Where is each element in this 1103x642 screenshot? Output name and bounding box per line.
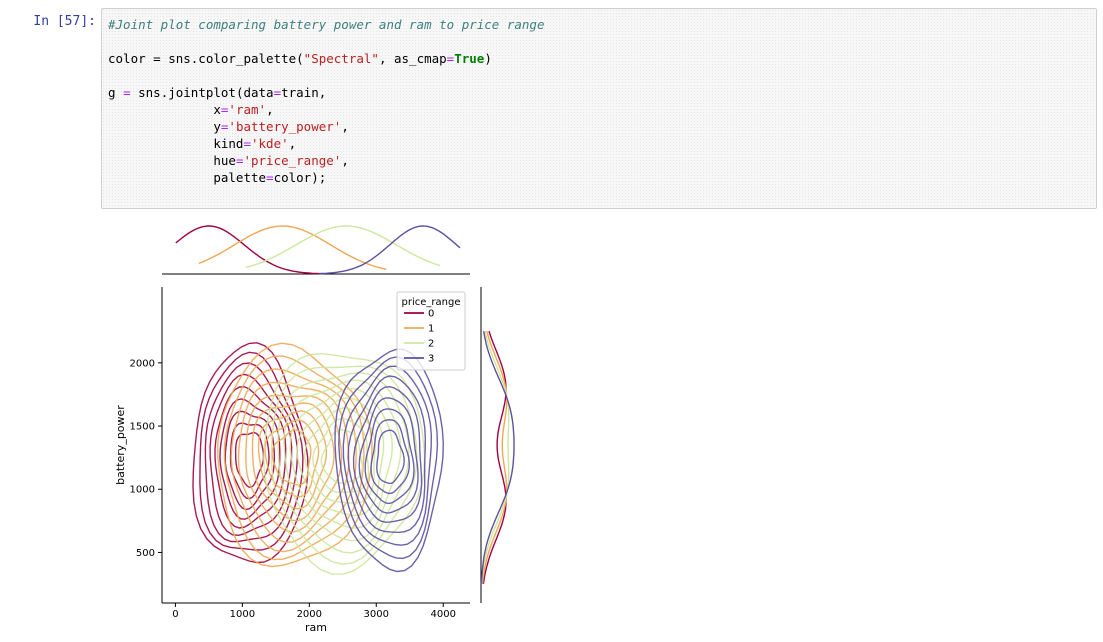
kde-contour-level [219, 398, 281, 520]
kde-contour-level [283, 379, 402, 542]
kde-contour-level [257, 410, 328, 510]
kde-contour-level [264, 419, 320, 498]
right-marginal-curve [481, 331, 508, 585]
right-marginal-curve [481, 331, 510, 585]
kde-contour-level [271, 429, 312, 486]
kde-contour-level [204, 362, 299, 543]
y-tick-label: 1000 [130, 485, 155, 496]
code-line-palette: color = sns.color_palette("Spectral", as… [108, 51, 492, 66]
kde-contour-level [352, 385, 423, 523]
legend-label: 0 [428, 309, 434, 320]
legend-box [396, 291, 466, 371]
top-marginal-curve [245, 225, 441, 269]
top-marginal-curve [319, 225, 461, 275]
axis-ticks: 0 1000 2000 3000 4000 500 1000 1500 2000 [130, 358, 456, 620]
kde-contour-level [370, 419, 411, 495]
kde-contour-level [192, 342, 309, 564]
legend-label: 2 [428, 339, 434, 350]
top-marginal-curve [198, 225, 387, 270]
x-tick-label: 0 [172, 609, 178, 620]
kde-contour-level [320, 428, 364, 484]
y-tick-label: 2000 [130, 358, 155, 369]
right-marginal-curve [482, 330, 507, 585]
code-line-x: x='ram', [213, 102, 274, 117]
kde-contour-level [312, 417, 370, 494]
code-editor[interactable]: #Joint plot comparing battery power and … [108, 16, 545, 186]
kde-contour-level [224, 410, 276, 511]
legend-label: 1 [428, 324, 434, 335]
x-tick-label: 4000 [430, 609, 455, 620]
code-line-jointplot: g = sns.jointplot(data=train, [108, 85, 327, 100]
y-tick-label: 1500 [130, 422, 155, 433]
kde-contour-level [214, 386, 287, 529]
kde-contour-level [245, 394, 343, 533]
legend-entries: 0 1 2 3 [404, 309, 434, 365]
x-tick-label: 3000 [364, 609, 389, 620]
kde-contour-level [223, 355, 365, 561]
kde-contour-level [270, 365, 418, 566]
code-cell[interactable]: #Joint plot comparing battery power and … [101, 8, 1097, 209]
right-marginal-kde [480, 330, 515, 585]
x-tick-label: 1000 [230, 609, 255, 620]
kde-contour-level [376, 429, 405, 485]
x-tick-label: 2000 [297, 609, 322, 620]
kde-contours [192, 342, 445, 575]
legend-title: price_range [402, 297, 461, 308]
legend-label: 3 [428, 354, 434, 365]
code-comment: #Joint plot comparing battery power and … [108, 17, 545, 32]
y-tick-label: 500 [136, 548, 155, 559]
top-marginal-curve [175, 225, 323, 275]
kde-contour-level [347, 375, 427, 534]
kde-contour-level [342, 365, 433, 546]
kde-contour-level [358, 397, 419, 514]
cell-prompt: In [57]: [33, 14, 96, 29]
kde-contour-level [251, 402, 335, 522]
code-line-palette-arg: palette=color); [213, 170, 327, 185]
kde-contour-level [199, 351, 304, 551]
kde-contour-level [217, 342, 373, 568]
legend: price_range 0 1 2 3 [396, 291, 466, 371]
kde-contour-level [296, 397, 385, 517]
kde-contour-level [364, 408, 415, 505]
code-line-kind: kind='kde', [213, 136, 297, 151]
y-axis-label: battery_power [114, 405, 127, 485]
right-marginal-curve [480, 331, 515, 585]
code-line-hue: hue='price_range', [213, 153, 349, 168]
kde-contour-level [230, 368, 357, 553]
x-axis-label: ram [305, 621, 327, 634]
top-marginal-kde [175, 225, 461, 275]
code-line-y: y='battery_power', [213, 119, 349, 134]
kde-contour-level [237, 381, 350, 543]
